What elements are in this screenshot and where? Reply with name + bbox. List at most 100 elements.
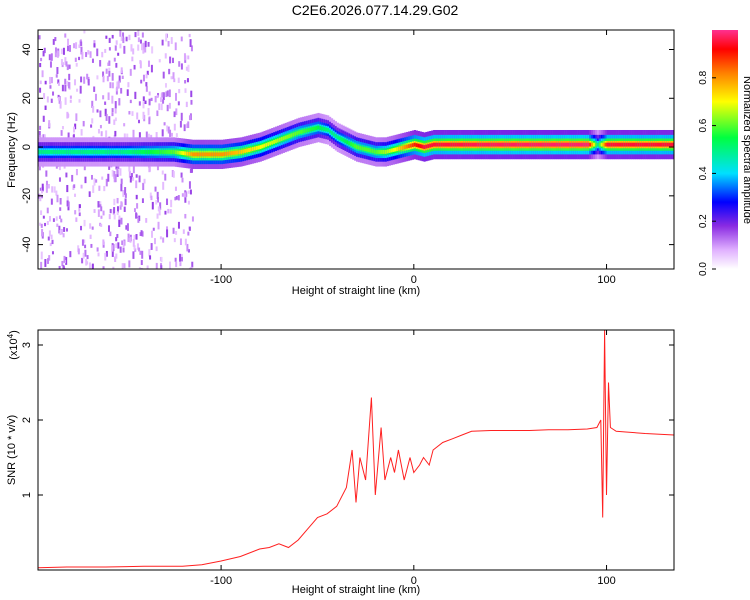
noise-cell <box>74 210 77 215</box>
spectrogram-frame <box>37 29 675 270</box>
ridge-peak-cell <box>596 143 600 147</box>
ridge-peak-cell <box>43 150 46 154</box>
noise-cell <box>75 62 78 67</box>
noise-cell <box>56 50 59 58</box>
noise-cell <box>92 185 95 193</box>
noise-cell <box>48 215 51 222</box>
noise-cell <box>160 103 163 111</box>
noise-cell <box>161 92 164 98</box>
ridge-peak-cell <box>84 150 87 154</box>
ridge-peak-cell <box>197 152 201 156</box>
noise-cell <box>121 75 124 79</box>
ridge-peak-cell <box>144 150 147 154</box>
noise-cell <box>175 92 178 101</box>
ridge-peak-cell <box>300 130 303 134</box>
noise-cell <box>155 246 158 252</box>
noise-cell <box>157 221 160 230</box>
ridge-peak-cell <box>230 151 233 155</box>
ridge-peak-cell <box>38 150 41 154</box>
noise-cell <box>145 86 148 92</box>
ridge-peak-cell <box>637 143 640 147</box>
noise-cell <box>108 165 111 170</box>
noise-cell <box>144 100 147 105</box>
noise-cell <box>116 206 119 213</box>
noise-cell <box>62 266 65 269</box>
noise-cell <box>39 187 42 191</box>
ridge-peak-cell <box>562 143 565 147</box>
noise-cell <box>114 117 117 122</box>
noise-cell <box>74 79 77 86</box>
noise-cell <box>78 44 81 48</box>
ridge-peak-cell <box>471 143 474 147</box>
ridge-peak-cell <box>167 150 170 154</box>
noise-cell <box>74 57 77 62</box>
ridge-peak-cell <box>169 150 172 154</box>
noise-cell <box>73 184 76 189</box>
noise-cell <box>178 88 181 94</box>
noise-cell <box>164 173 167 181</box>
noise-cell <box>80 225 83 231</box>
noise-cell <box>185 66 188 71</box>
noise-cell <box>116 81 119 90</box>
ridge-peak-cell <box>406 145 409 149</box>
noise-cell <box>84 249 87 257</box>
x-tick-label: 0 <box>411 575 417 587</box>
colorbar-tick-label: 0.4 <box>698 166 709 180</box>
ridge-peak-cell <box>68 150 72 154</box>
noise-cell <box>186 243 189 252</box>
noise-cell <box>65 228 68 232</box>
noise-cell <box>55 74 58 78</box>
ridge-peak-cell <box>477 143 480 147</box>
ridge-peak-cell <box>656 143 659 147</box>
noise-cell <box>46 207 49 214</box>
noise-cell <box>89 234 92 239</box>
ridge-peak-cell <box>340 137 343 141</box>
ridge-peak-cell <box>163 150 166 154</box>
noise-cell <box>119 30 122 37</box>
ridge-peak-cell <box>288 134 291 138</box>
noise-cell <box>107 225 110 232</box>
ridge-peak-cell <box>475 143 478 147</box>
noise-cell <box>57 96 60 101</box>
noise-cell <box>131 56 134 62</box>
noise-cell <box>93 43 96 48</box>
ridge-peak-cell <box>267 142 270 146</box>
ridge-peak-cell <box>621 143 625 147</box>
ridge-peak-cell <box>118 150 122 154</box>
ridge-peak-cell <box>633 143 636 147</box>
noise-cell <box>56 223 59 227</box>
ridge-peak-cell <box>276 139 280 142</box>
ridge-peak-cell <box>512 143 515 147</box>
noise-cell <box>119 168 122 176</box>
noise-cell <box>42 50 45 57</box>
ridge-peak-cell <box>639 143 642 147</box>
ridge-peak-cell <box>616 143 619 147</box>
ridge-peak-cell <box>253 147 257 150</box>
ridge-peak-cell <box>643 143 646 147</box>
noise-cell <box>91 263 94 269</box>
noise-cell <box>109 82 112 89</box>
noise-cell <box>132 48 135 55</box>
noise-cell <box>155 262 158 269</box>
noise-cell <box>67 82 70 89</box>
noise-cell <box>117 242 120 249</box>
noise-cell <box>66 184 69 193</box>
noise-cell <box>64 33 67 38</box>
noise-cell <box>116 168 119 175</box>
noise-cell <box>188 33 191 38</box>
noise-cell <box>173 111 176 118</box>
noise-cell <box>101 51 104 58</box>
noise-cell <box>119 246 122 253</box>
ridge-peak-cell <box>398 147 401 150</box>
noise-cell <box>188 115 191 121</box>
noise-cell <box>174 257 177 262</box>
noise-cell <box>138 267 141 269</box>
ridge-peak-cell <box>184 151 187 155</box>
ridge-peak-cell <box>359 146 363 150</box>
ridge-peak-cell <box>535 143 538 147</box>
spectrogram-x-axis-label: Height of straight line (km) <box>292 285 420 297</box>
ridge-peak-cell <box>554 143 557 147</box>
noise-cell <box>190 99 193 105</box>
ridge-peak-cell <box>629 143 632 147</box>
noise-cell <box>102 95 105 100</box>
